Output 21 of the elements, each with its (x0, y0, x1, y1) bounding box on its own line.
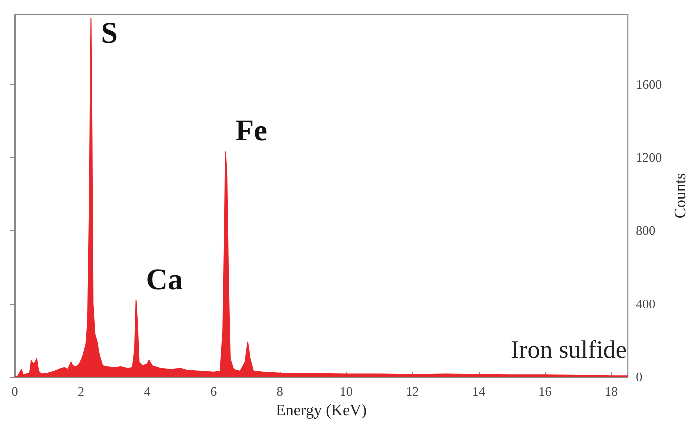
y-tick-label: 1600 (636, 76, 662, 92)
y-tick-label: 800 (636, 223, 656, 238)
x-tick-label: 10 (340, 384, 353, 399)
x-axis-title: Energy (KeV) (276, 402, 367, 420)
x-tick-label: 2 (78, 384, 85, 399)
x-tick-label: 6 (210, 384, 218, 399)
y-tick-label: 1200 (636, 150, 662, 166)
x-tick-label: 16 (538, 384, 552, 399)
y-tick-label: 400 (636, 296, 656, 312)
x-tick-label: 18 (605, 384, 618, 399)
x-tick-label: 0 (12, 384, 18, 399)
annotation: Ca (146, 263, 183, 296)
y-axis-title: Counts (672, 173, 690, 219)
x-tick-label: 12 (406, 384, 420, 399)
x-tick-label: 8 (276, 384, 284, 399)
annotation: S (101, 17, 118, 50)
x-tick-label: 14 (472, 384, 486, 399)
y-tick-label: 0 (636, 370, 643, 384)
annotation: Iron sulfide (511, 337, 628, 364)
annotation: Fe (236, 114, 268, 148)
x-tick-label: 4 (144, 384, 152, 399)
